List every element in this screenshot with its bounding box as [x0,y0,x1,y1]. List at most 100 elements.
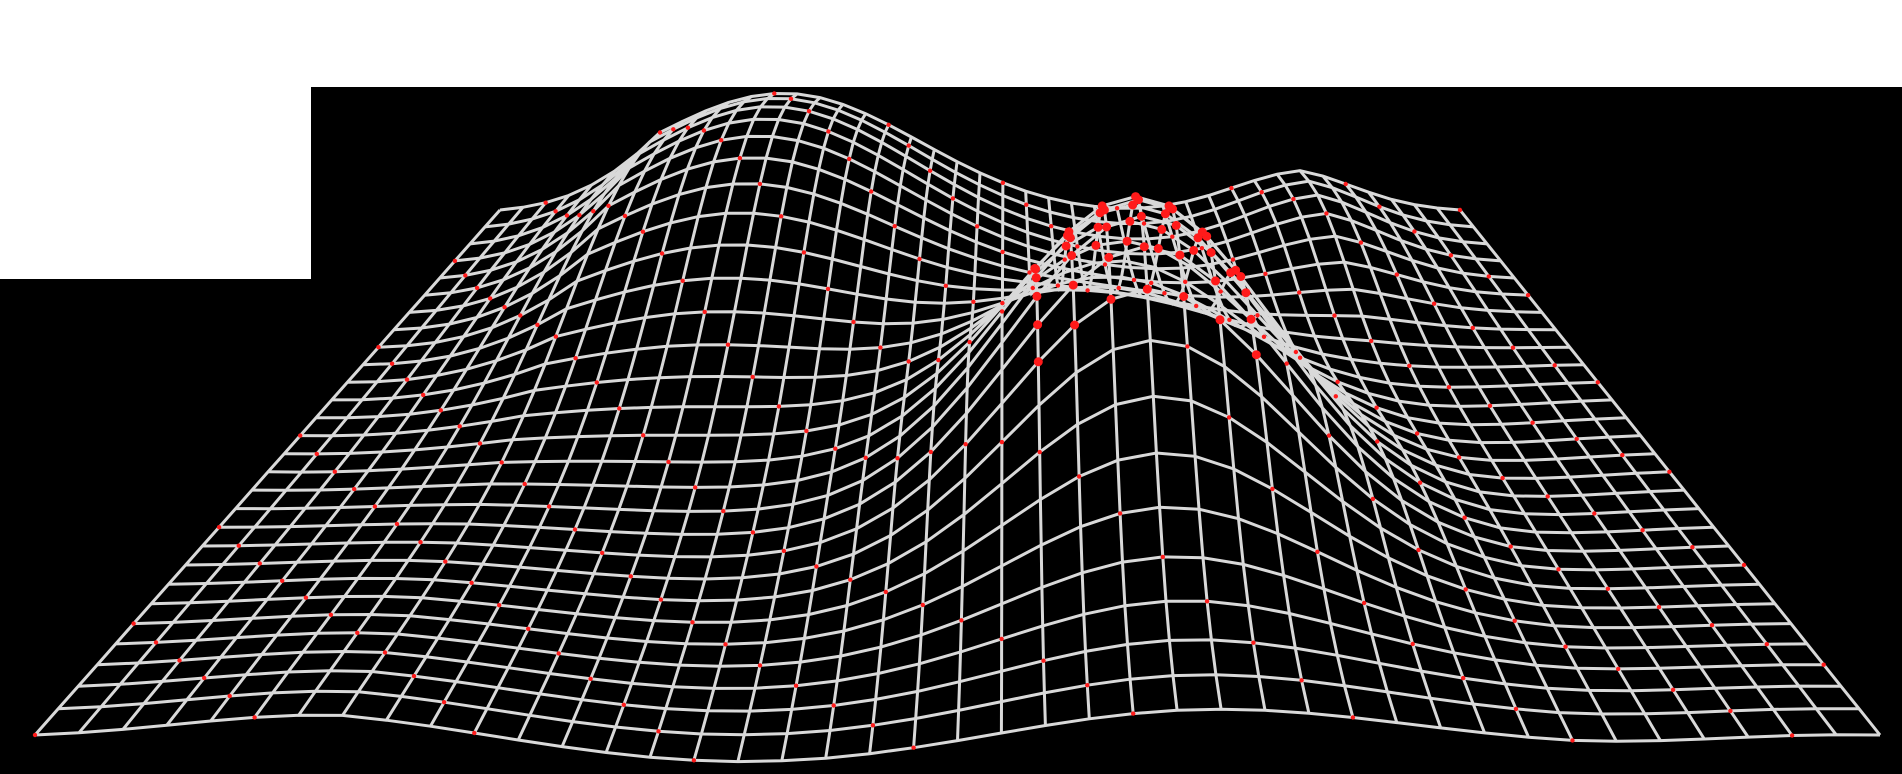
inset-panel [0,0,311,279]
mesh-vertex [1470,325,1476,331]
mesh-vertex [1552,363,1557,368]
highlighted-vertex [1175,250,1185,260]
mesh-vertex [1284,361,1289,366]
mesh-vertex [1297,355,1303,360]
highlighted-vertex [1236,272,1246,281]
mesh-vertex [421,392,426,398]
mesh-vertex [1670,687,1676,692]
mesh-column-line [999,182,1005,734]
mesh-vertex [572,527,578,532]
mesh-vertex [781,548,787,554]
highlighted-vertex [1104,252,1114,262]
mesh-vertex [1291,196,1296,202]
mesh-vertex [1259,190,1264,195]
mesh-vertex [617,406,622,411]
highlighted-vertex [1139,242,1149,252]
mesh-column-line [341,131,662,717]
mesh-vertex [1462,515,1467,520]
mesh-vertex [1000,300,1005,306]
mesh-vertex [1293,349,1299,355]
mesh-vertex [553,209,558,214]
mesh-vertex [1416,547,1421,553]
mesh-vertex [1640,528,1645,533]
mesh-vertex [1350,715,1356,720]
mesh-vertex [1821,662,1826,667]
mesh-vertex [1185,344,1190,349]
mesh-vertex [1226,415,1232,420]
mesh-vertex [1204,599,1210,604]
mesh-vertex [1076,474,1082,479]
highlighted-vertex [1031,273,1041,283]
mesh-vertex [1251,640,1256,645]
mesh-vertex [719,138,724,143]
mesh-vertex [1417,480,1423,485]
mesh-vertex [878,345,883,350]
mesh-column-line [1230,187,1443,729]
mesh-vertex [1299,678,1304,683]
mesh-vertex [443,559,448,564]
mesh-vertex [1513,706,1519,712]
mesh-column-line [1413,203,1794,737]
mesh-vertex [131,621,136,626]
highlighted-vertex [1068,280,1078,290]
mesh-vertex [1764,642,1770,647]
mesh-vertex [950,196,956,201]
mesh-vertex [314,451,319,457]
mesh-vertex [825,286,831,292]
mesh-vertex [1728,708,1733,714]
mesh-vertex [806,109,812,114]
mesh-vertex [757,181,763,187]
highlighted-vertex [1246,314,1256,324]
mesh-vertex [1335,379,1340,384]
mesh-vertex [666,459,671,465]
mesh-vertex [906,359,911,364]
highlighted-vertex [1153,244,1163,253]
mesh-vertex [452,258,458,264]
mesh-vertex [1324,211,1329,216]
mesh-vertex [1117,511,1123,516]
mesh-vertex [1574,436,1579,442]
mesh-vertex [1556,567,1561,572]
mesh-vertex [1456,455,1462,460]
mesh-vertex [1131,277,1137,283]
mesh-vertex [701,128,707,133]
mesh-vertex [1326,433,1332,438]
mesh-vertex [543,200,548,205]
mesh-column-line [956,172,982,741]
mesh-vertex [622,213,628,219]
mesh-vertex [1605,586,1611,591]
mesh-vertex [1431,301,1437,306]
mesh-vertex [779,214,784,219]
mesh-vertex [1085,683,1090,688]
mesh-vertex [573,356,578,361]
mesh-vertex [1230,257,1236,262]
mesh-vertex [382,650,388,655]
mesh-vertex [202,675,207,681]
highlighted-vertex [1033,320,1043,330]
mesh-vertex [1149,280,1154,286]
mesh-vertex [693,485,698,490]
mesh-vertex [332,469,337,474]
highlighted-vertex [1157,224,1167,234]
mesh-vertex [1545,494,1550,499]
mesh-vertex [1055,283,1061,288]
mesh-vertex [936,357,941,363]
mesh-vertex [303,595,309,600]
mesh-vertex [959,618,964,623]
mesh-vertex [1595,380,1601,385]
highlighted-vertex [1063,231,1072,240]
mesh-column-line [1253,179,1486,734]
mesh-vertex [404,377,410,382]
mesh-vertex [847,156,852,162]
mesh-vertex [298,433,303,438]
mesh-vertex [870,723,876,728]
highlighted-vertex [1211,276,1220,286]
mesh-vertex [702,309,707,315]
mesh-vertex [690,620,695,625]
mesh-vertex [814,564,819,569]
highlighted-vertex [1241,288,1251,298]
mesh-vertex [1510,345,1516,350]
mesh-vertex [411,673,417,679]
mesh-column-line [868,149,936,754]
mesh-vertex [227,693,232,699]
